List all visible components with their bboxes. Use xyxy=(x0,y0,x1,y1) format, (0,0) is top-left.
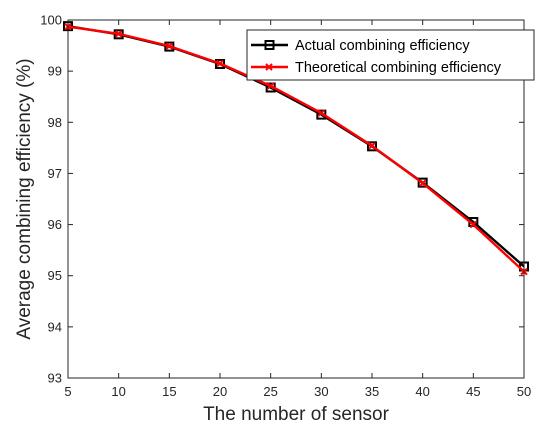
x-tick-label: 5 xyxy=(64,384,71,399)
legend-label-actual: Actual combining efficiency xyxy=(295,38,470,54)
y-tick-label: 100 xyxy=(40,13,62,28)
data-point-actual xyxy=(367,141,377,152)
data-point-theoretical xyxy=(418,179,427,187)
x-axis-ticks: 5 10 15 20 25 30 35 40 45 50 xyxy=(64,20,531,399)
data-point-theoretical xyxy=(114,30,123,38)
x-tick-label: 15 xyxy=(162,384,176,399)
y-tick-label: 99 xyxy=(48,64,62,79)
y-tick-label: 97 xyxy=(48,166,62,181)
series-line-theoretical xyxy=(67,25,525,273)
x-tick-label: 40 xyxy=(415,384,429,399)
y-axis-title: Average combining efficiency (%) xyxy=(14,58,35,339)
data-point-theoretical xyxy=(216,59,224,68)
y-tick-label: 95 xyxy=(48,268,62,283)
x-tick-label: 30 xyxy=(314,384,328,399)
y-tick-label: 96 xyxy=(48,217,62,232)
data-point-actual xyxy=(417,177,428,188)
x-tick-label: 10 xyxy=(111,384,125,399)
legend-box xyxy=(246,29,535,81)
data-point-theoretical xyxy=(266,82,275,90)
x-tick-label: 50 xyxy=(517,384,531,399)
plot-area-frame xyxy=(67,19,525,379)
data-point-theoretical xyxy=(317,109,326,117)
data-point-theoretical xyxy=(368,142,376,150)
y-tick-label: 94 xyxy=(48,319,62,334)
x-tick-label: 20 xyxy=(213,384,227,399)
x-tick-label: 45 xyxy=(466,384,480,399)
x-tick-label: 25 xyxy=(263,384,277,399)
x-axis-title: The number of sensor xyxy=(203,404,390,425)
y-tick-label: 98 xyxy=(48,115,62,130)
legend-marker-theoretical xyxy=(265,63,273,71)
data-point-theoretical xyxy=(165,42,174,50)
legend: Actual combining efficiency Theoretical … xyxy=(246,29,535,81)
y-tick-label: 93 xyxy=(48,371,62,386)
legend-label-theoretical: Theoretical combining efficiency xyxy=(295,60,502,76)
x-tick-label: 35 xyxy=(365,384,379,399)
legend-marker-actual xyxy=(264,40,275,50)
data-point-theoretical xyxy=(469,220,478,229)
